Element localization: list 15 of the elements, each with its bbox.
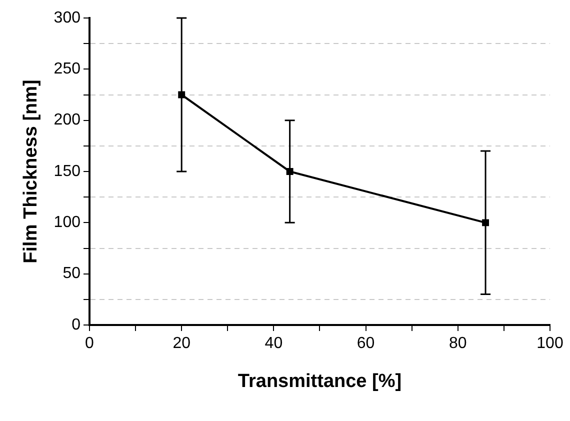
x-tick-label: 100 bbox=[536, 335, 564, 352]
y-tick-label: 150 bbox=[54, 162, 81, 180]
y-tick-label: 0 bbox=[72, 316, 81, 334]
y-axis-title: Film Thickness [nm] bbox=[20, 80, 42, 264]
x-tick-label: 80 bbox=[449, 335, 467, 352]
x-axis-title: Transmittance [%] bbox=[238, 370, 402, 392]
y-tick-label: 200 bbox=[54, 112, 81, 129]
y-tick-label: 100 bbox=[54, 214, 81, 232]
x-tick-label: 60 bbox=[356, 335, 375, 352]
x-tick-label: 40 bbox=[264, 335, 283, 352]
x-tick-label: 20 bbox=[172, 335, 191, 352]
x-tick-label: 0 bbox=[85, 335, 94, 352]
y-tick-label: 300 bbox=[54, 9, 81, 26]
y-tick-label: 250 bbox=[54, 60, 81, 78]
y-tick-label: 50 bbox=[62, 265, 81, 282]
